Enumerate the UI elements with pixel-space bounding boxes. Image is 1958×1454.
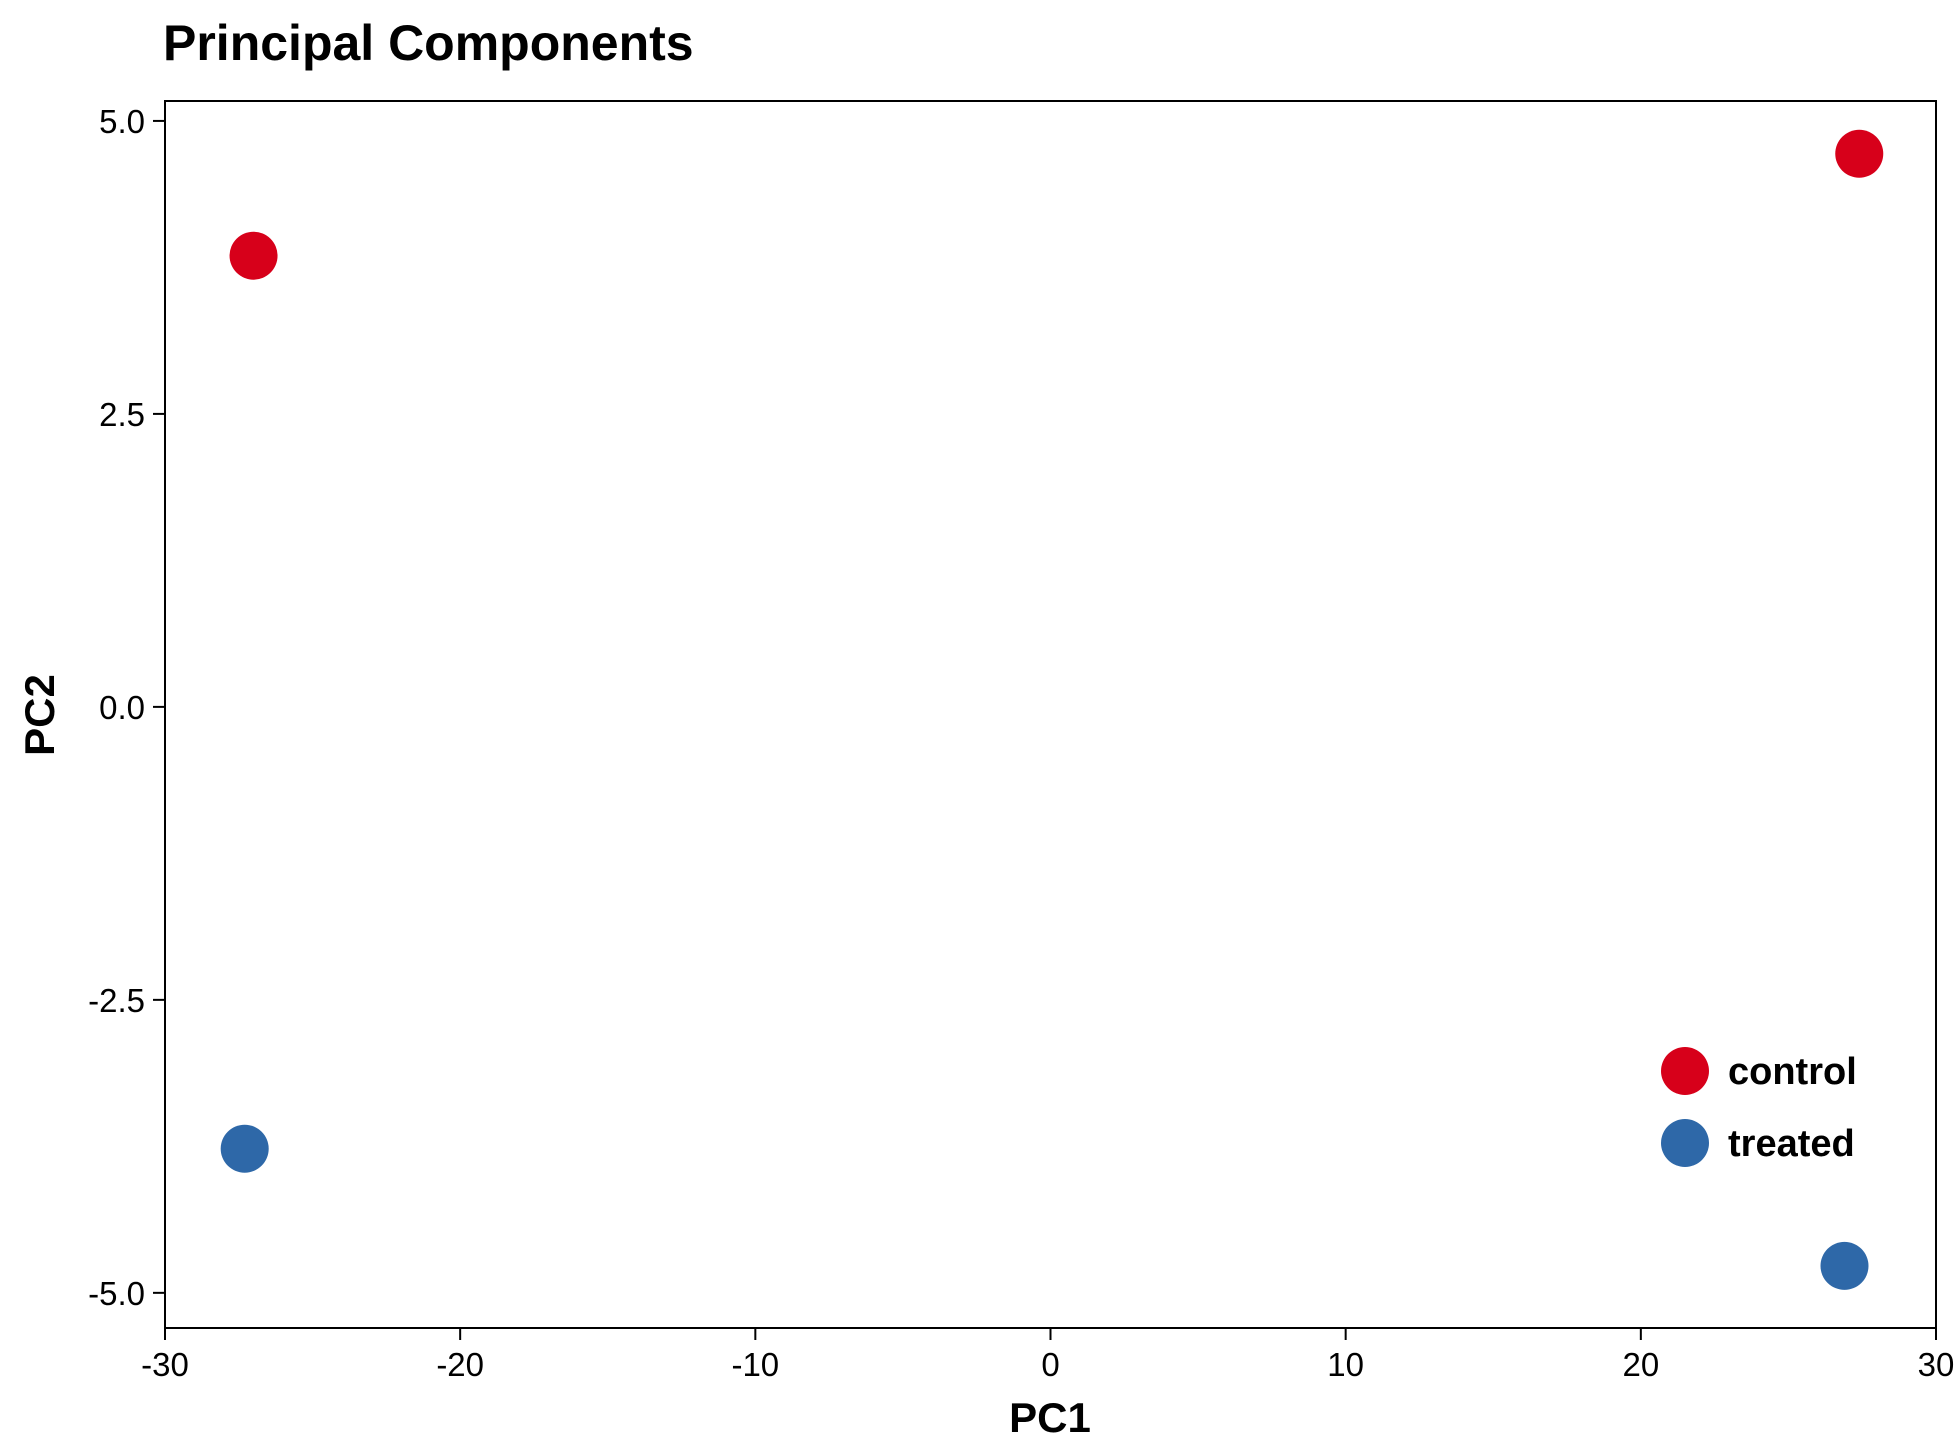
- x-tick-label: 0: [1041, 1346, 1059, 1383]
- x-tick-label: -10: [731, 1346, 779, 1383]
- y-tick-label: -5.0: [88, 1275, 145, 1312]
- data-point-control: [229, 231, 278, 280]
- data-point-treated: [1820, 1241, 1869, 1290]
- y-tick-label: 0.0: [99, 689, 145, 726]
- y-axis-title: PC2: [16, 674, 63, 756]
- y-axis: 5.0 2.5 0.0 -2.5 -5.0: [88, 103, 165, 1312]
- legend-label-control: control: [1728, 1051, 1857, 1093]
- plot-panel: [164, 100, 1937, 1329]
- x-axis: -30 -20 -10 0 10 20 30: [141, 1328, 1954, 1383]
- data-point-control: [1835, 129, 1884, 178]
- legend: control treated: [1661, 1047, 1857, 1167]
- data-points: [220, 129, 1884, 1290]
- y-tick-label: -2.5: [88, 982, 145, 1019]
- y-tick-label: 2.5: [99, 396, 145, 433]
- chart-title: Principal Components: [163, 15, 694, 71]
- x-tick-label: -30: [141, 1346, 189, 1383]
- x-tick-label: 20: [1622, 1346, 1659, 1383]
- data-point-treated: [220, 1124, 269, 1173]
- x-tick-label: -20: [436, 1346, 484, 1383]
- legend-key-control: [1661, 1047, 1709, 1095]
- x-tick-label: 30: [1918, 1346, 1955, 1383]
- legend-label-treated: treated: [1728, 1123, 1855, 1165]
- x-axis-title: PC1: [1009, 1394, 1091, 1441]
- x-tick-label: 10: [1327, 1346, 1364, 1383]
- legend-key-treated: [1661, 1119, 1709, 1167]
- y-tick-label: 5.0: [99, 103, 145, 140]
